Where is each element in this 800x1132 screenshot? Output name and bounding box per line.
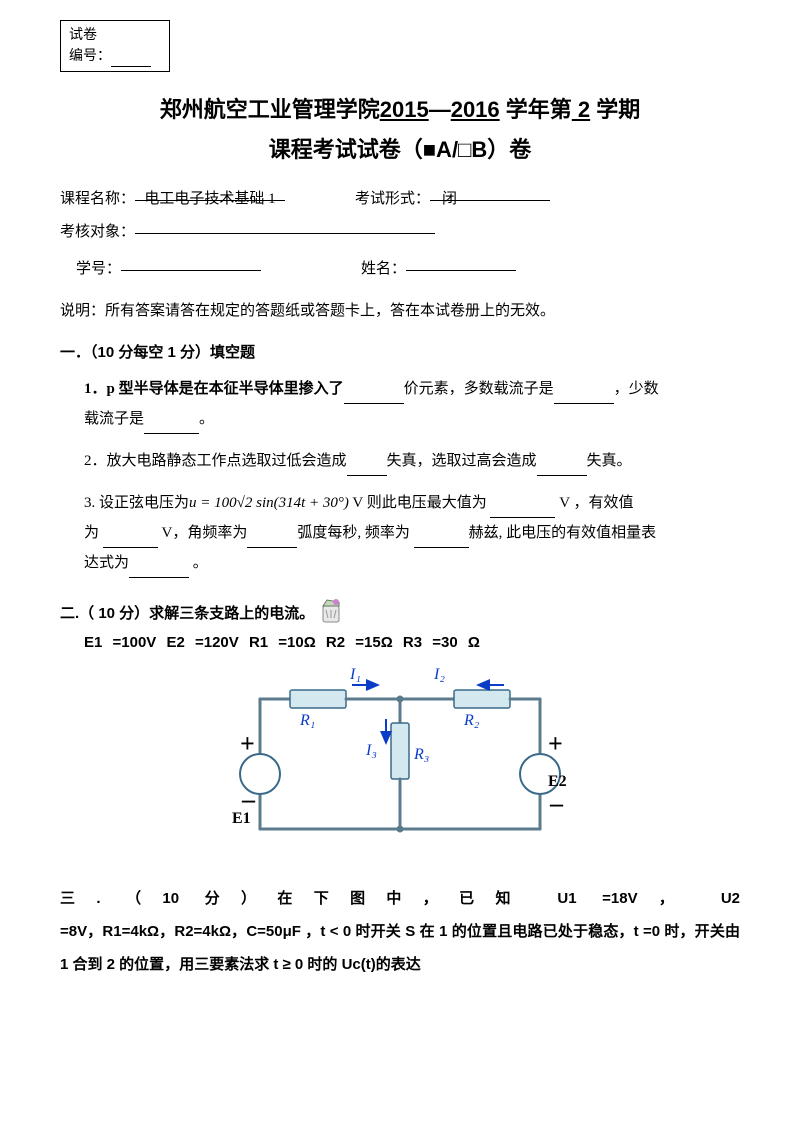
section2-params: E1 =100V E2 =120V R1 =10Ω R2 =15Ω R3 =30… (60, 634, 740, 651)
svg-text:R₂: R₂ (463, 712, 480, 729)
question-2: 2．放大电路静态工作点选取过低会造成失真，选取过高会造成失真。 (60, 446, 740, 476)
title-line2: 课程考试试卷（■A/□B）卷 (60, 130, 740, 170)
svg-text:I₁: I₁ (349, 666, 361, 683)
section3-body: =8V，R1=4kΩ，R2=4kΩ，C=50μF ，t < 0 时开关 S 在 … (60, 915, 740, 981)
paper-id-box: 试卷 编号： (60, 20, 170, 72)
blank (490, 502, 555, 518)
instruction-note: 说明：所有答案请答在规定的答题纸或答题卡上，答在本试卷册上的无效。 (60, 298, 740, 325)
title-area: 郑州航空工业管理学院2015—2016 学年第 2 学期 课程考试试卷（■A/□… (60, 90, 740, 169)
form-label: 考试形式： (355, 183, 430, 216)
meta-row-target: 考核对象： (60, 216, 740, 249)
svg-text:I₂: I₂ (433, 666, 445, 683)
svg-text:R₃: R₃ (413, 746, 429, 763)
svg-text:+: + (240, 729, 255, 758)
svg-text:–: – (241, 785, 256, 814)
question-1: 1．p 型半导体是在本征半导体里掺入了价元素，多数载流子是，少数 载流子是。 (60, 374, 740, 434)
blank (129, 562, 189, 578)
target-blank (135, 216, 435, 234)
blank (247, 532, 297, 548)
paper-box-line2: 编号： (69, 46, 161, 67)
id-blank (121, 253, 261, 271)
formula: u = 100√2 sin(314t + 30°) (189, 495, 349, 511)
meta-row-id-name: 学号： 姓名： (60, 253, 740, 286)
course-value: 电工电子技术基础 1 (135, 183, 285, 201)
name-blank (406, 253, 516, 271)
svg-text:+: + (548, 729, 563, 758)
course-label: 课程名称： (60, 183, 135, 216)
id-label: 学号： (76, 253, 121, 286)
svg-text:I₃: I₃ (365, 742, 377, 759)
blank (144, 418, 199, 434)
meta-area: 课程名称： 电工电子技术基础 1 考试形式： 闭 考核对象： 学号： 姓名： (60, 183, 740, 286)
svg-text:E2: E2 (548, 773, 567, 790)
meta-row-course: 课程名称： 电工电子技术基础 1 考试形式： 闭 (60, 183, 740, 216)
target-label: 考核对象： (60, 216, 135, 249)
svg-text:–: – (549, 789, 564, 818)
question-3: 3. 设正弦电压为u = 100√2 sin(314t + 30°) V 则此电… (60, 488, 740, 578)
blank (414, 532, 469, 548)
paper-id-blank (111, 53, 151, 67)
blank (537, 460, 587, 476)
section2-heading: 二.（ 10 分）求解三条支路上的电流。 (60, 596, 740, 628)
section1-heading: 一．（10 分每空 1 分）填空题 (60, 341, 740, 362)
title-line1: 郑州航空工业管理学院2015—2016 学年第 2 学期 (60, 90, 740, 130)
circuit-diagram: I₁I₂I₃R₁R₂R₃E1E2+–+– (60, 659, 740, 864)
name-label: 姓名： (361, 253, 406, 286)
form-value: 闭 (430, 183, 550, 201)
blank (344, 388, 404, 404)
svg-text:R₁: R₁ (299, 712, 315, 729)
blank (347, 460, 387, 476)
section3-line1: 三. （10 分）在下图中，已知 U1 =18V， U2 (60, 882, 740, 915)
blank (103, 532, 158, 548)
paper-box-line1: 试卷 (69, 25, 161, 46)
blank (554, 388, 614, 404)
recycle-bin-icon (318, 596, 344, 628)
